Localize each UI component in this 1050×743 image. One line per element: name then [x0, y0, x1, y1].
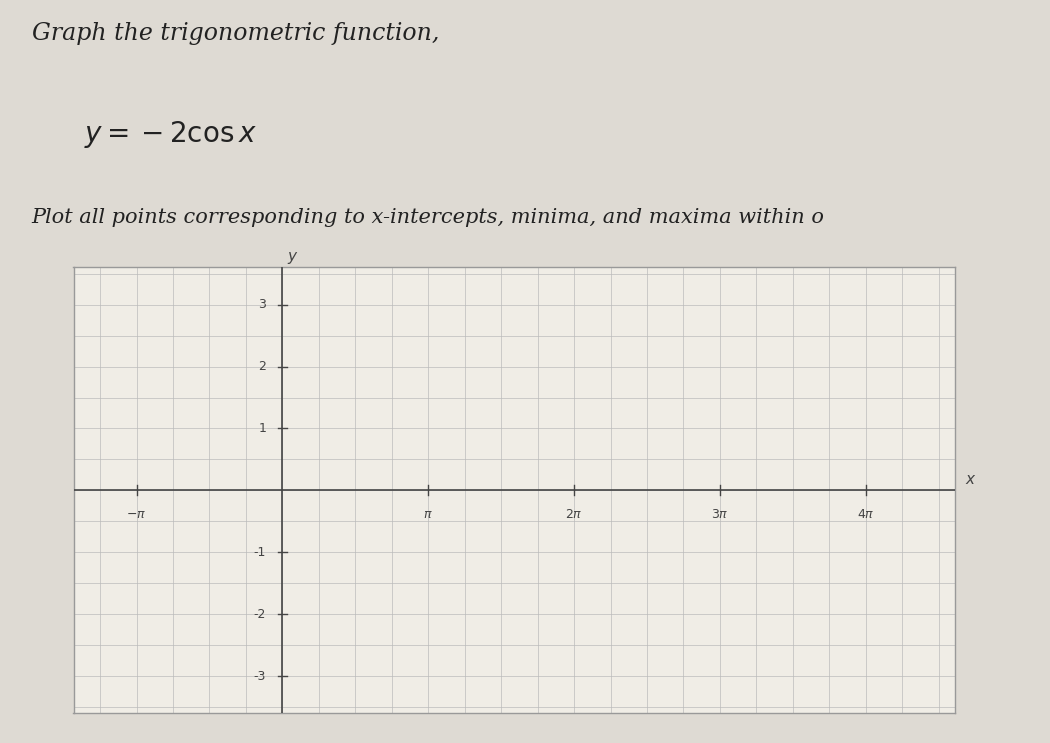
- Text: Graph the trigonometric function,: Graph the trigonometric function,: [32, 22, 439, 45]
- Text: x: x: [965, 473, 974, 487]
- Text: 3: 3: [258, 298, 266, 311]
- Text: $-\pi$: $-\pi$: [126, 507, 147, 521]
- Text: 2: 2: [258, 360, 266, 373]
- Text: Plot all points corresponding to x-intercepts, minima, and maxima within o: Plot all points corresponding to x-inter…: [32, 208, 824, 227]
- Text: -2: -2: [254, 608, 266, 620]
- Text: $3\pi$: $3\pi$: [711, 507, 729, 521]
- Text: y: y: [288, 250, 296, 265]
- Text: $\pi$: $\pi$: [423, 507, 433, 521]
- Text: -3: -3: [254, 669, 266, 683]
- Text: -1: -1: [254, 546, 266, 559]
- Text: $y=-2\cos x$: $y=-2\cos x$: [84, 119, 257, 150]
- Text: $2\pi$: $2\pi$: [565, 507, 583, 521]
- Text: 1: 1: [258, 422, 266, 435]
- Text: $4\pi$: $4\pi$: [857, 507, 875, 521]
